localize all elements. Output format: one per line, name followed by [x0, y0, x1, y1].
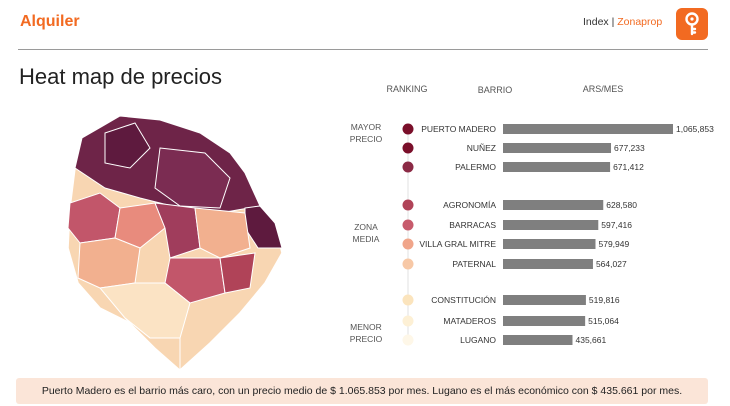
price-value-label: 671,412: [613, 162, 644, 172]
price-value-label: 435,661: [575, 335, 606, 345]
map-region-lugano: [124, 317, 181, 372]
barrio-label: PUERTO MADERO: [421, 124, 496, 134]
top-links: Index | Zonaprop: [583, 16, 662, 28]
barrio-label: MATADEROS: [443, 316, 496, 326]
map-region-barracas: [219, 252, 256, 294]
price-bar: [503, 162, 611, 172]
barrio-label: VILLA GRAL MITRE: [419, 239, 496, 249]
price-bar: [503, 124, 673, 134]
ranking-dot: [402, 142, 414, 154]
header-ranking: RANKING: [386, 84, 427, 94]
price-value-label: 677,233: [614, 143, 645, 153]
ranking-dot: [402, 294, 414, 306]
brand-title: Alquiler: [20, 13, 80, 30]
price-bar: [503, 220, 599, 230]
price-value-label: 519,816: [589, 295, 620, 305]
ranking-chart: RANKING BARRIO ARS/MES MAYOR PRECIO ZONA ME…: [350, 84, 714, 346]
price-bar: [503, 316, 586, 326]
map-region-center: [154, 202, 201, 259]
ranking-dot: [402, 123, 414, 135]
group-label: MENOR: [350, 322, 382, 332]
price-value-label: 597,416: [601, 220, 632, 230]
barrio-label: AGRONOMÍA: [443, 200, 496, 210]
group-label: ZONA: [354, 222, 378, 232]
page-title: Heat map de precios: [19, 64, 222, 89]
ranking-dot: [402, 199, 414, 211]
barrio-label: LUGANO: [460, 335, 496, 345]
header-ars-mes: ARS/MES: [583, 84, 624, 94]
buenos-aires-heatmap: [67, 115, 283, 372]
group-label: PRECIO: [350, 134, 383, 144]
price-bar: [503, 259, 593, 269]
index-link[interactable]: Index: [583, 16, 609, 28]
header-barrio: BARRIO: [478, 85, 513, 95]
map-region-northwest: [104, 122, 151, 169]
summary-footer: Puerto Madero es el barrio más caro, con…: [16, 378, 708, 404]
price-value-label: 628,580: [606, 200, 637, 210]
price-value-label: 1,065,853: [676, 124, 714, 134]
map-region-south-center: [164, 257, 226, 304]
group-label: MEDIA: [353, 234, 380, 244]
ranking-dot: [402, 219, 414, 231]
header-divider: [18, 49, 708, 50]
link-separator: |: [608, 16, 618, 28]
zonaprop-link[interactable]: Zonaprop: [617, 16, 663, 28]
group-label: MAYOR: [351, 122, 382, 132]
map-region-north-center: [154, 147, 231, 209]
price-bar: [503, 335, 573, 345]
price-value-label: 515,064: [588, 316, 619, 326]
map-region-center-right: [194, 207, 251, 259]
map-region-center-left: [114, 202, 166, 249]
price-value-label: 579,949: [598, 239, 629, 249]
barrio-label: NUÑEZ: [467, 143, 496, 153]
barrio-label: PALERMO: [455, 162, 496, 172]
price-bar: [503, 295, 586, 305]
ranking-dot: [402, 315, 414, 327]
price-value-label: 564,027: [596, 259, 627, 269]
barrio-label: CONSTITUCIÓN: [431, 295, 496, 305]
price-bar: [503, 239, 596, 249]
ranking-dot: [402, 161, 414, 173]
ranking-dot: [402, 238, 414, 250]
group-label: PRECIO: [350, 334, 383, 344]
ranking-dot: [402, 258, 414, 270]
ranking-dot: [402, 334, 414, 346]
location-key-icon[interactable]: [676, 8, 708, 40]
barrio-label: BARRACAS: [449, 220, 496, 230]
map-region-southwest: [77, 237, 141, 289]
barrio-label: PATERNAL: [452, 259, 496, 269]
price-bar: [503, 143, 612, 153]
price-bar: [503, 200, 604, 210]
